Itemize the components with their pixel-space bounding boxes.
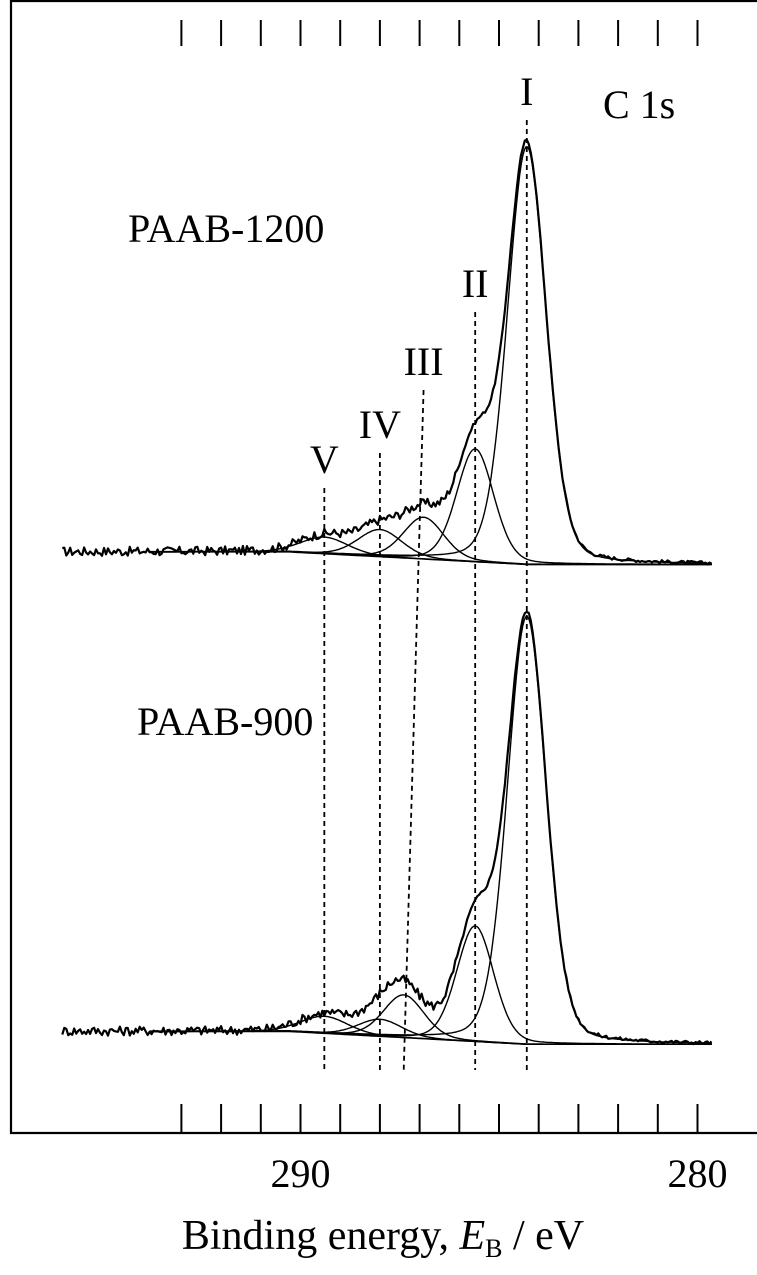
x-axis-label-symbol: E — [458, 1213, 485, 1259]
component-II — [149, 925, 712, 1045]
plot-frame — [9, 0, 757, 1135]
x-axis-label-unit: / eV — [502, 1213, 584, 1259]
peak-label-III: III — [404, 339, 444, 384]
background-line — [149, 551, 710, 566]
peak-position-lines — [323, 120, 528, 1071]
spectrum-paab-900 — [61, 610, 713, 1046]
spectrum-paab-1200 — [62, 138, 712, 566]
series-label-paab-1200: PAAB-1200 — [128, 206, 324, 251]
x-tick-label-280: 280 — [668, 1151, 728, 1196]
peak-label-II: II — [462, 261, 489, 306]
component-I — [149, 615, 712, 1044]
peak-label-I: I — [520, 69, 533, 114]
peak-label-IV: IV — [359, 402, 401, 447]
x-tick-label-290: 290 — [271, 1151, 331, 1196]
x-axis-label: Binding energy, EB / eV — [182, 1213, 584, 1263]
bottom-ticks — [180, 1104, 699, 1133]
core-level-label: C 1s — [603, 82, 675, 127]
measured-envelope — [62, 138, 712, 566]
series-label-paab-900: PAAB-900 — [137, 699, 313, 744]
spectra — [61, 138, 713, 1046]
measured-envelope — [61, 610, 713, 1046]
top-ticks — [180, 20, 699, 46]
series-labels: PAAB-1200 PAAB-900 — [128, 206, 324, 744]
x-axis-label-sub: B — [485, 1234, 502, 1263]
x-axis-label-main: Binding energy, — [182, 1213, 460, 1259]
x-tick-labels: 290 280 — [271, 1151, 728, 1196]
peak-line-III — [402, 389, 425, 1071]
peak-label-V: V — [310, 437, 339, 482]
